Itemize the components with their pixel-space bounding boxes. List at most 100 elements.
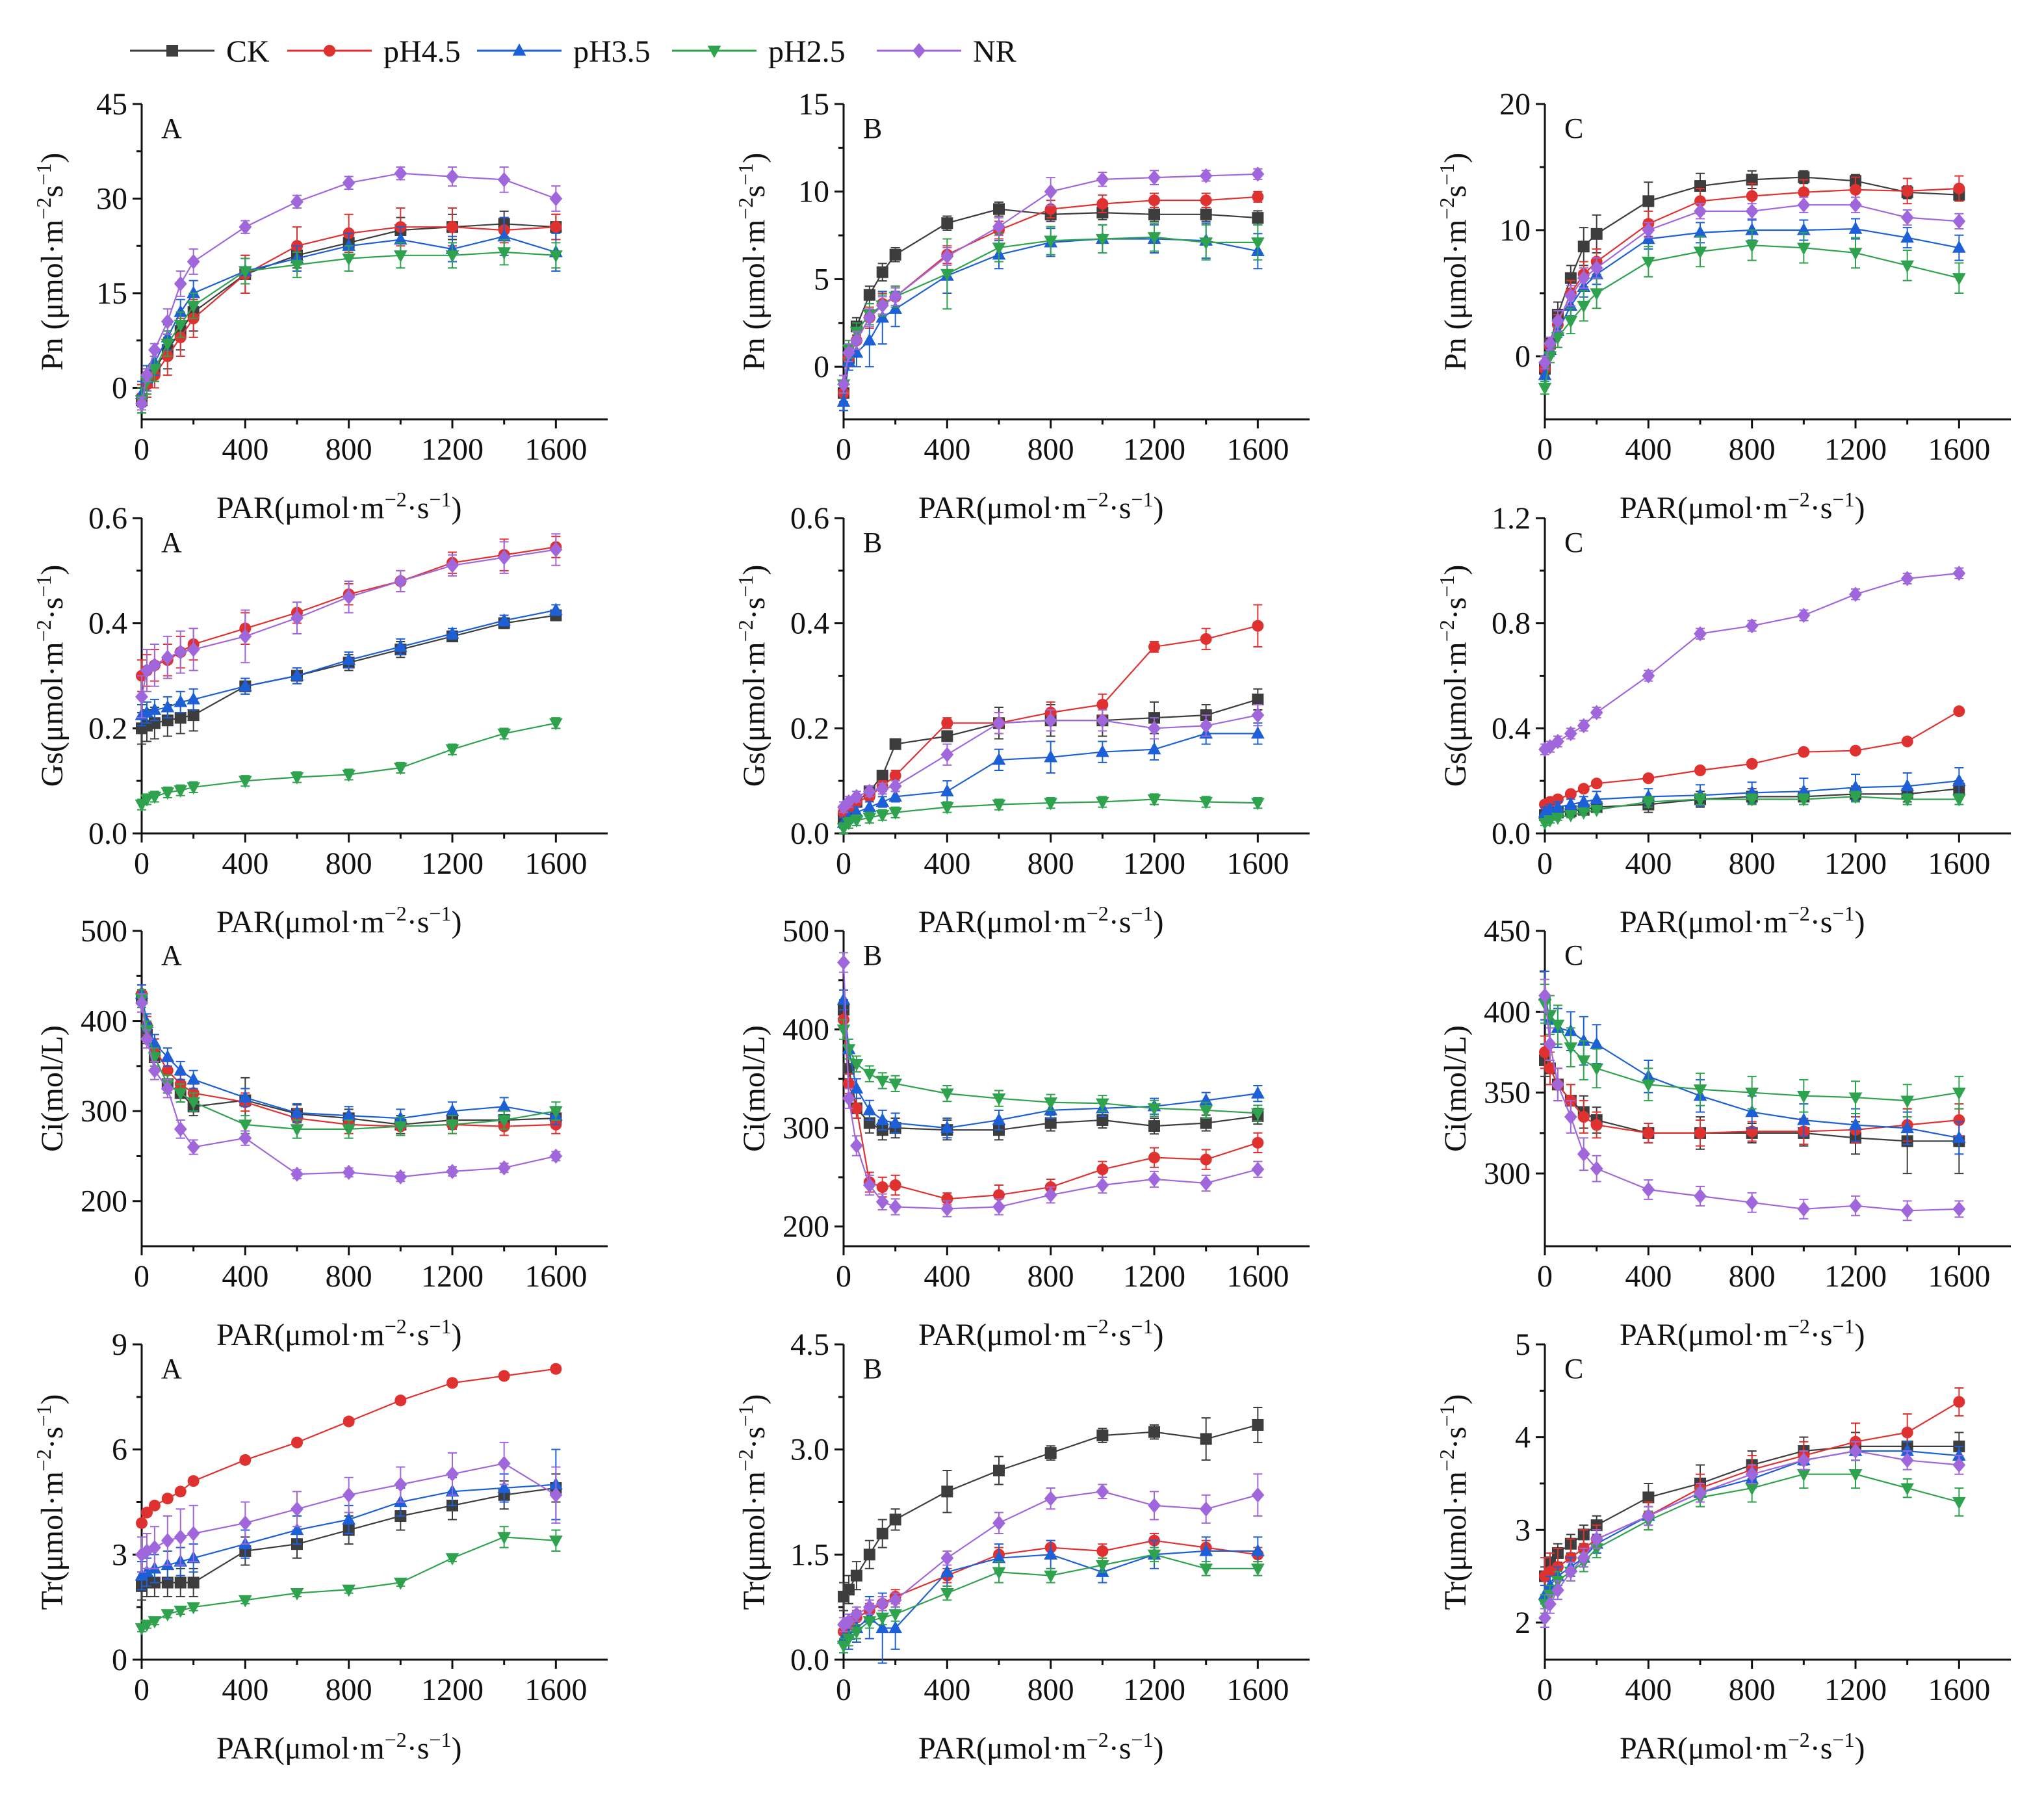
panel-Gs-A: 0.0 0.2 0.4 0.6 0 400 800 1200 1600 A Gs(μmol·m−2·… <box>32 501 608 939</box>
data-point <box>1745 222 1759 235</box>
data-point <box>850 1102 862 1114</box>
series-pH2.5 <box>135 717 563 812</box>
data-point <box>238 679 252 692</box>
data-point <box>1564 1563 1577 1580</box>
x-axis-label: PAR(μmol·m−2·s−1) <box>918 1314 1163 1352</box>
x-tick-label: 0 <box>836 432 851 467</box>
data-point <box>842 794 855 810</box>
series-pH2.5 <box>135 239 563 414</box>
y-tick-label: 0.0 <box>1492 817 1531 851</box>
data-point <box>1642 1127 1655 1139</box>
panel-Pn-C: 0 10 20 0 400 800 1200 1600 C Pn (μmol·m−2s−1) PAR… <box>1435 87 2011 525</box>
data-point <box>941 717 953 729</box>
series-pH2.5 <box>135 989 563 1139</box>
data-point <box>290 259 304 272</box>
legend-label: pH3.5 <box>573 34 651 69</box>
series-line-CK <box>141 614 556 729</box>
data-point <box>1538 382 1552 395</box>
x-tick-label: 0 <box>1537 846 1553 881</box>
x-tick-label: 400 <box>924 432 970 467</box>
y-tick-label: 0 <box>1515 339 1531 374</box>
x-tick-label: 1200 <box>1123 1259 1185 1294</box>
data-point <box>550 1363 562 1375</box>
data-point <box>291 194 304 210</box>
data-point <box>174 1485 187 1498</box>
data-point <box>291 1501 304 1517</box>
data-point <box>1694 1127 1706 1139</box>
data-point <box>1044 1491 1057 1506</box>
data-point <box>1590 1063 1604 1076</box>
y-tick-label: 200 <box>81 1184 127 1219</box>
series-pH2.5 <box>836 1019 1265 1122</box>
data-point <box>1850 183 1861 196</box>
data-point <box>1148 1426 1160 1438</box>
data-point <box>1551 332 1565 345</box>
data-point <box>1200 1433 1212 1445</box>
data-point <box>1900 230 1915 243</box>
data-point <box>862 1103 877 1116</box>
data-point <box>940 248 954 265</box>
data-point <box>1096 712 1109 728</box>
data-point <box>238 1595 252 1608</box>
legend-entry-pH4.5: pH4.5 <box>287 34 461 69</box>
data-point <box>1798 746 1810 758</box>
x-axis-label: PAR(μmol·m−2·s−1) <box>918 1728 1163 1766</box>
data-point <box>992 1567 1006 1580</box>
x-tick-label: 0 <box>836 846 851 881</box>
data-point <box>290 668 304 681</box>
x-axis-label: PAR(μmol·m−2·s−1) <box>216 1314 461 1352</box>
x-tick-label: 400 <box>222 432 268 467</box>
data-point <box>862 800 877 813</box>
data-point <box>187 1139 200 1155</box>
legend-label: pH2.5 <box>768 34 846 69</box>
series-pH3.5 <box>1538 971 1966 1155</box>
panel-Tr-B: 0.0 1.5 3.0 4.5 0 400 800 1200 1600 B Tr(μmol·m−2·… <box>734 1327 1310 1766</box>
data-point <box>1642 772 1655 785</box>
data-point <box>1952 1497 1966 1510</box>
data-point <box>1147 232 1161 245</box>
y-tick-label: 0.8 <box>1492 607 1531 641</box>
legend-marker-NR <box>912 43 925 59</box>
data-point <box>1796 794 1811 807</box>
data-point <box>549 1487 563 1503</box>
data-point <box>187 1097 201 1110</box>
data-point <box>993 1189 1005 1201</box>
data-point <box>1095 1098 1109 1111</box>
axes-frame <box>842 518 1310 835</box>
data-point <box>875 781 889 796</box>
data-point <box>1849 1198 1862 1214</box>
data-point <box>497 1099 511 1112</box>
data-point <box>940 1088 954 1101</box>
data-point <box>992 1112 1006 1125</box>
data-point <box>1900 1443 1915 1456</box>
data-point <box>1590 1160 1603 1177</box>
data-point <box>1095 233 1109 246</box>
data-point <box>875 1075 890 1088</box>
data-point <box>863 289 875 301</box>
data-point <box>1096 698 1109 711</box>
data-point <box>1044 1547 1058 1560</box>
y-tick-label: 0.2 <box>88 711 127 746</box>
data-point <box>1900 1095 1915 1108</box>
data-point <box>549 190 563 207</box>
data-point <box>174 694 188 707</box>
data-point <box>1590 1036 1604 1049</box>
data-point <box>1199 1105 1213 1118</box>
data-point <box>290 1124 304 1137</box>
data-point <box>1900 794 1915 807</box>
series-CK <box>838 999 1264 1141</box>
series-line-pH3.5 <box>842 238 1258 402</box>
data-point <box>1252 212 1264 224</box>
data-point <box>1952 1088 1966 1100</box>
x-tick-label: 1200 <box>1824 1673 1887 1707</box>
data-point <box>148 1616 162 1628</box>
data-point <box>941 1193 953 1205</box>
data-point <box>1044 235 1058 248</box>
data-point <box>446 221 458 233</box>
data-point <box>393 1121 408 1134</box>
data-point <box>1745 618 1759 634</box>
data-point <box>875 1112 890 1125</box>
data-point <box>1900 1483 1915 1496</box>
data-point <box>393 1577 408 1590</box>
